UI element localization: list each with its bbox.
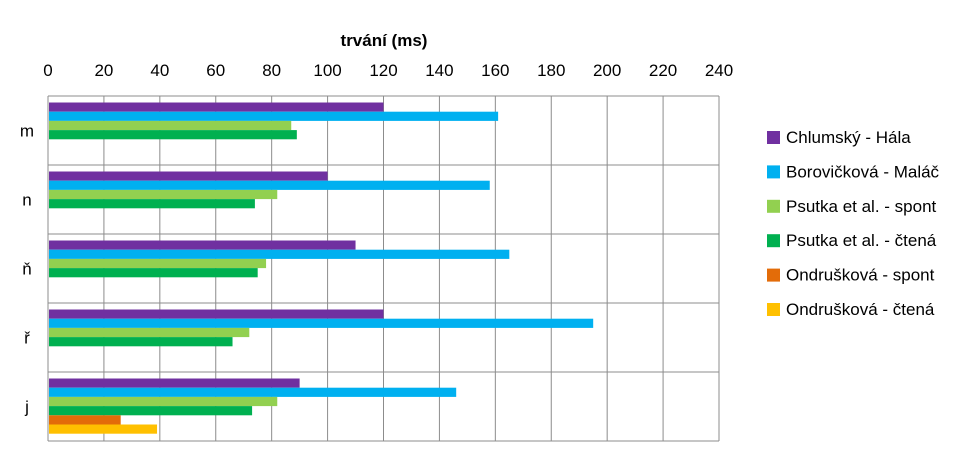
bar — [49, 171, 328, 181]
bar — [49, 130, 297, 140]
category-label: j — [24, 398, 29, 417]
bar — [49, 396, 278, 407]
bar — [49, 249, 510, 259]
bar — [49, 424, 158, 434]
legend-swatch — [767, 268, 780, 282]
x-tick-label: 100 — [313, 61, 341, 80]
legend-swatch — [767, 199, 780, 213]
bar — [49, 378, 300, 388]
bar — [49, 258, 267, 269]
x-tick-label: 160 — [481, 61, 509, 80]
bar — [49, 406, 253, 416]
bar — [49, 309, 384, 319]
legend-label: Borovičková - Maláč — [786, 162, 940, 181]
bar — [49, 387, 457, 397]
legend-label: Ondrušková - spont — [786, 266, 935, 285]
legend-label: Psutka et al. - čtená — [786, 231, 937, 250]
x-tick-labels: 0 20 40 60 80 100 120 140 160 180 200 220 240 — [43, 61, 733, 80]
x-tick-label: 40 — [150, 61, 169, 80]
x-tick-label: 180 — [537, 61, 565, 80]
legend-swatch — [767, 234, 780, 248]
bars — [49, 102, 594, 434]
bar — [49, 111, 499, 121]
legend: Chlumský - Hála Borovičková - Maláč Psutka… — [767, 128, 940, 319]
bar — [49, 415, 121, 425]
bar — [49, 337, 233, 347]
legend-swatch — [767, 165, 780, 179]
bar — [49, 318, 594, 328]
x-tick-label: 200 — [593, 61, 621, 80]
category-label: ň — [22, 260, 31, 279]
x-tick-label: 220 — [649, 61, 677, 80]
bar — [49, 189, 278, 200]
bar — [49, 102, 384, 112]
x-tick-label: 80 — [262, 61, 281, 80]
legend-label: Chlumský - Hála — [786, 128, 911, 147]
x-tick-label: 140 — [425, 61, 453, 80]
category-label: ř — [24, 329, 30, 348]
bar — [49, 120, 292, 131]
x-tick-label: 20 — [94, 61, 113, 80]
x-tick-label: 240 — [705, 61, 733, 80]
legend-label: Psutka et al. - spont — [786, 197, 937, 216]
category-label: n — [22, 191, 31, 210]
x-axis-title: trvání (ms) — [341, 31, 428, 50]
bar — [49, 199, 255, 209]
bar — [49, 327, 250, 338]
legend-swatch — [767, 303, 780, 316]
x-tick-label: 0 — [43, 61, 52, 80]
gridlines — [47, 95, 720, 442]
category-labels: m n ň ř j — [20, 122, 34, 417]
category-label: m — [20, 122, 34, 141]
x-tick-label: 60 — [206, 61, 225, 80]
bar — [49, 240, 356, 250]
legend-label: Ondrušková - čtená — [786, 300, 935, 319]
x-tick-label: 120 — [369, 61, 397, 80]
bar — [49, 180, 490, 190]
bar — [49, 268, 258, 278]
legend-swatch — [767, 131, 780, 144]
